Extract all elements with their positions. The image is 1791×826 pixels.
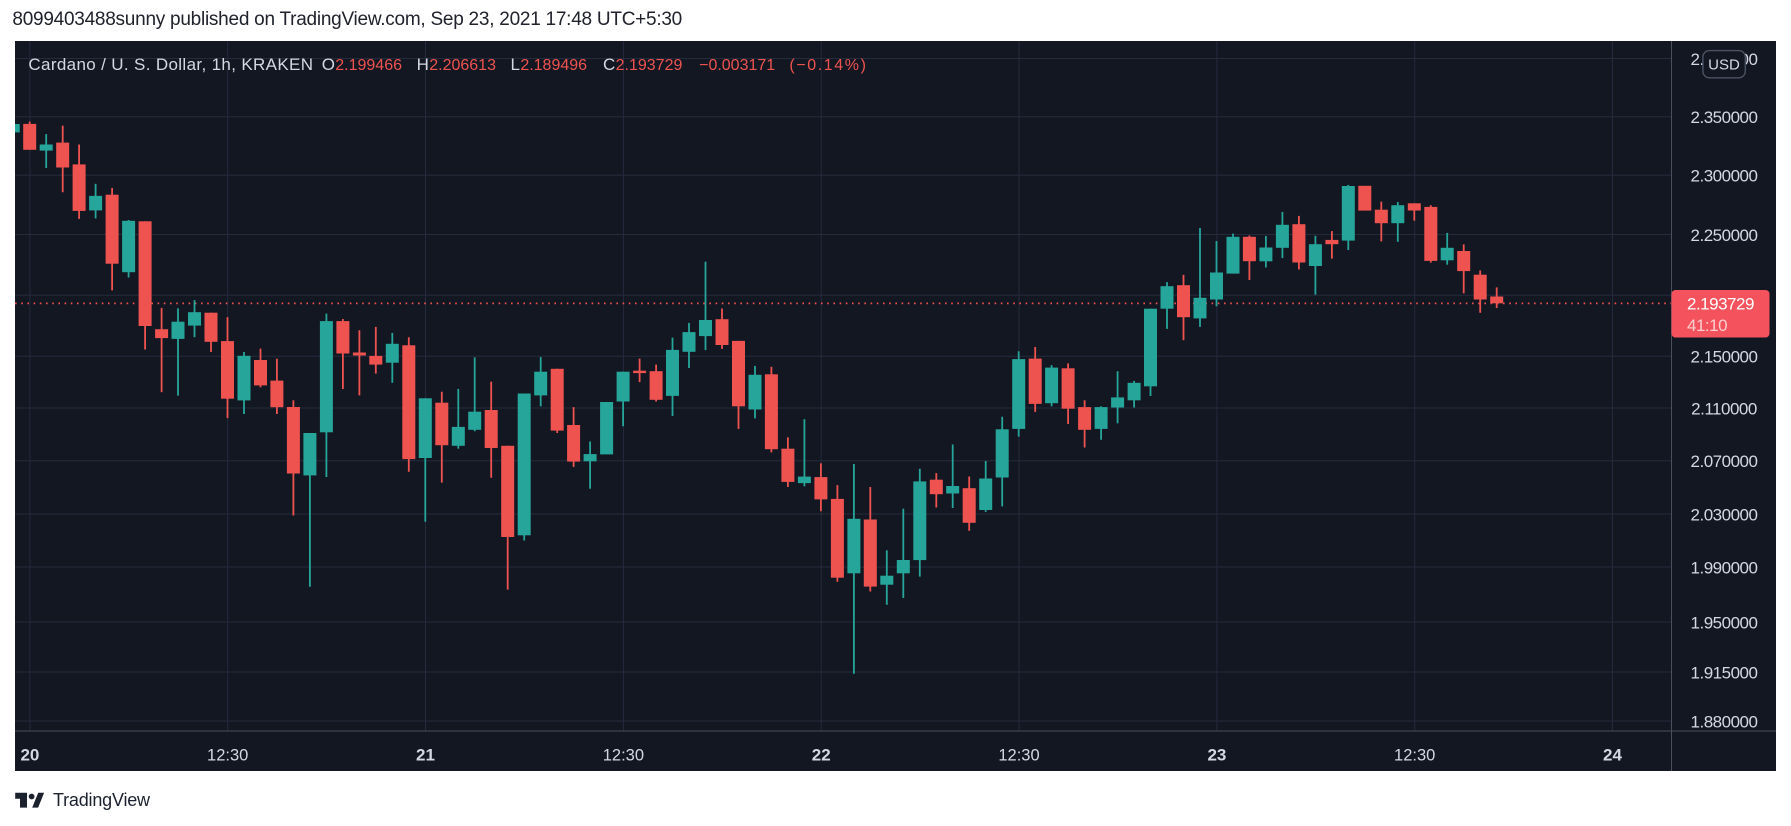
svg-text:2.070000: 2.070000 — [1691, 452, 1758, 471]
svg-text:21: 21 — [416, 745, 435, 764]
svg-text:24: 24 — [1603, 745, 1622, 764]
svg-text:1.915000: 1.915000 — [1691, 663, 1758, 682]
svg-text:2.150000: 2.150000 — [1691, 348, 1758, 367]
svg-text:1.880000: 1.880000 — [1691, 712, 1758, 731]
svg-text:2.030000: 2.030000 — [1691, 505, 1758, 524]
svg-text:2.300000: 2.300000 — [1691, 167, 1758, 186]
svg-text:1.950000: 1.950000 — [1691, 613, 1758, 632]
svg-text:1.990000: 1.990000 — [1691, 558, 1758, 577]
svg-text:41:10: 41:10 — [1687, 316, 1727, 335]
svg-text:12:30: 12:30 — [1394, 746, 1435, 764]
svg-text:2.110000: 2.110000 — [1691, 399, 1757, 418]
svg-text:22: 22 — [812, 745, 831, 764]
svg-text:23: 23 — [1207, 745, 1226, 764]
svg-text:12:30: 12:30 — [998, 746, 1039, 764]
svg-text:2.193729: 2.193729 — [1687, 295, 1754, 314]
svg-text:12:30: 12:30 — [603, 746, 644, 764]
svg-text:12:30: 12:30 — [207, 746, 248, 764]
svg-text:2.350000: 2.350000 — [1691, 108, 1758, 127]
svg-text:20: 20 — [20, 745, 39, 764]
svg-text:USD: USD — [1708, 57, 1740, 74]
svg-text:2.250000: 2.250000 — [1691, 226, 1758, 245]
